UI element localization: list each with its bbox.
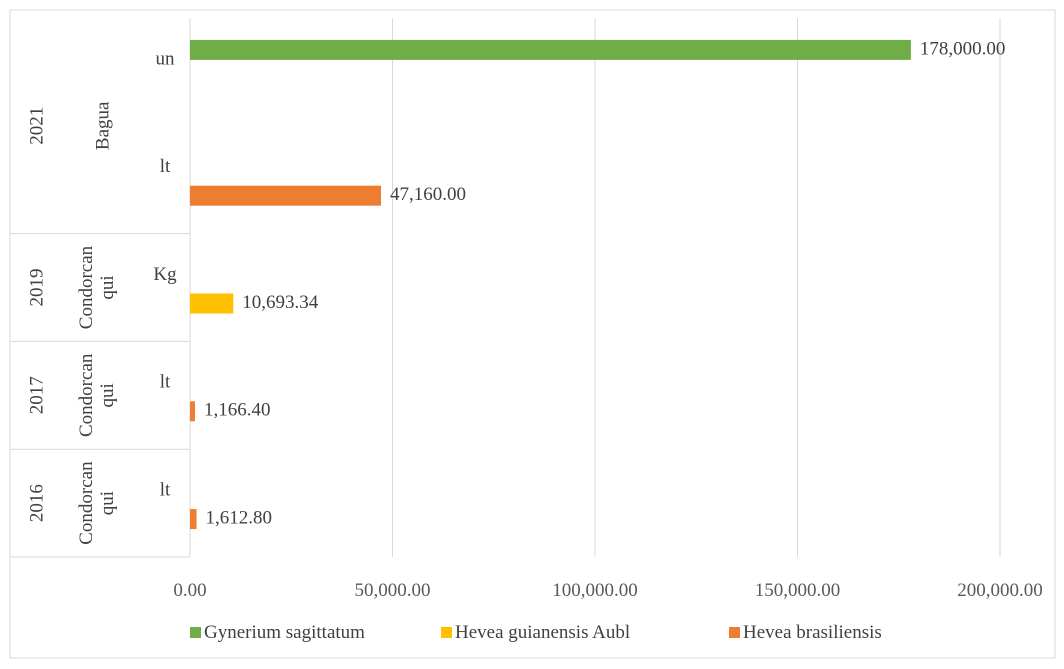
unit-label-0: un [156, 48, 176, 69]
data-label-1: 47,160.00 [390, 184, 466, 205]
x-tick-label-3: 150,000.00 [755, 580, 841, 601]
bar-1 [190, 185, 381, 206]
place-label-3: Condorcanqui [76, 461, 118, 545]
unit-label-4: lt [160, 479, 171, 500]
data-label-3: 1,166.40 [204, 400, 271, 421]
place-label-1: Condorcanqui [76, 245, 118, 329]
place-label-0: Bagua [92, 101, 113, 150]
year-label-2017: 2017 [26, 376, 47, 414]
bar-4 [190, 509, 197, 530]
legend-swatch-1 [441, 627, 452, 638]
legend-label-1: Hevea guianensis Aubl [455, 622, 630, 643]
x-tick-label-2: 100,000.00 [552, 580, 638, 601]
year-label-2021: 2021 [26, 107, 47, 145]
year-label-2016: 2016 [26, 484, 47, 522]
data-label-0: 178,000.00 [920, 38, 1006, 59]
unit-label-1: lt [160, 156, 171, 177]
unit-label-2: Kg [153, 264, 177, 285]
legend-swatch-0 [190, 627, 201, 638]
data-label-2: 10,693.34 [242, 292, 319, 313]
year-label-2019: 2019 [26, 269, 47, 307]
place-label-2: Condorcanqui [76, 353, 118, 437]
bar-3 [190, 401, 195, 422]
data-label-4: 1,612.80 [206, 507, 273, 528]
legend-label-0: Gynerium sagittatum [204, 622, 365, 643]
unit-label-3: lt [160, 372, 171, 393]
chart-border [9, 9, 1056, 659]
bar-0 [190, 39, 911, 60]
legend-swatch-2 [729, 627, 740, 638]
x-tick-label-0: 0.00 [173, 580, 206, 601]
bar-2 [190, 293, 234, 314]
x-tick-label-4: 200,000.00 [957, 580, 1043, 601]
legend-label-2: Hevea brasiliensis [743, 622, 882, 643]
x-tick-label-1: 50,000.00 [355, 580, 431, 601]
